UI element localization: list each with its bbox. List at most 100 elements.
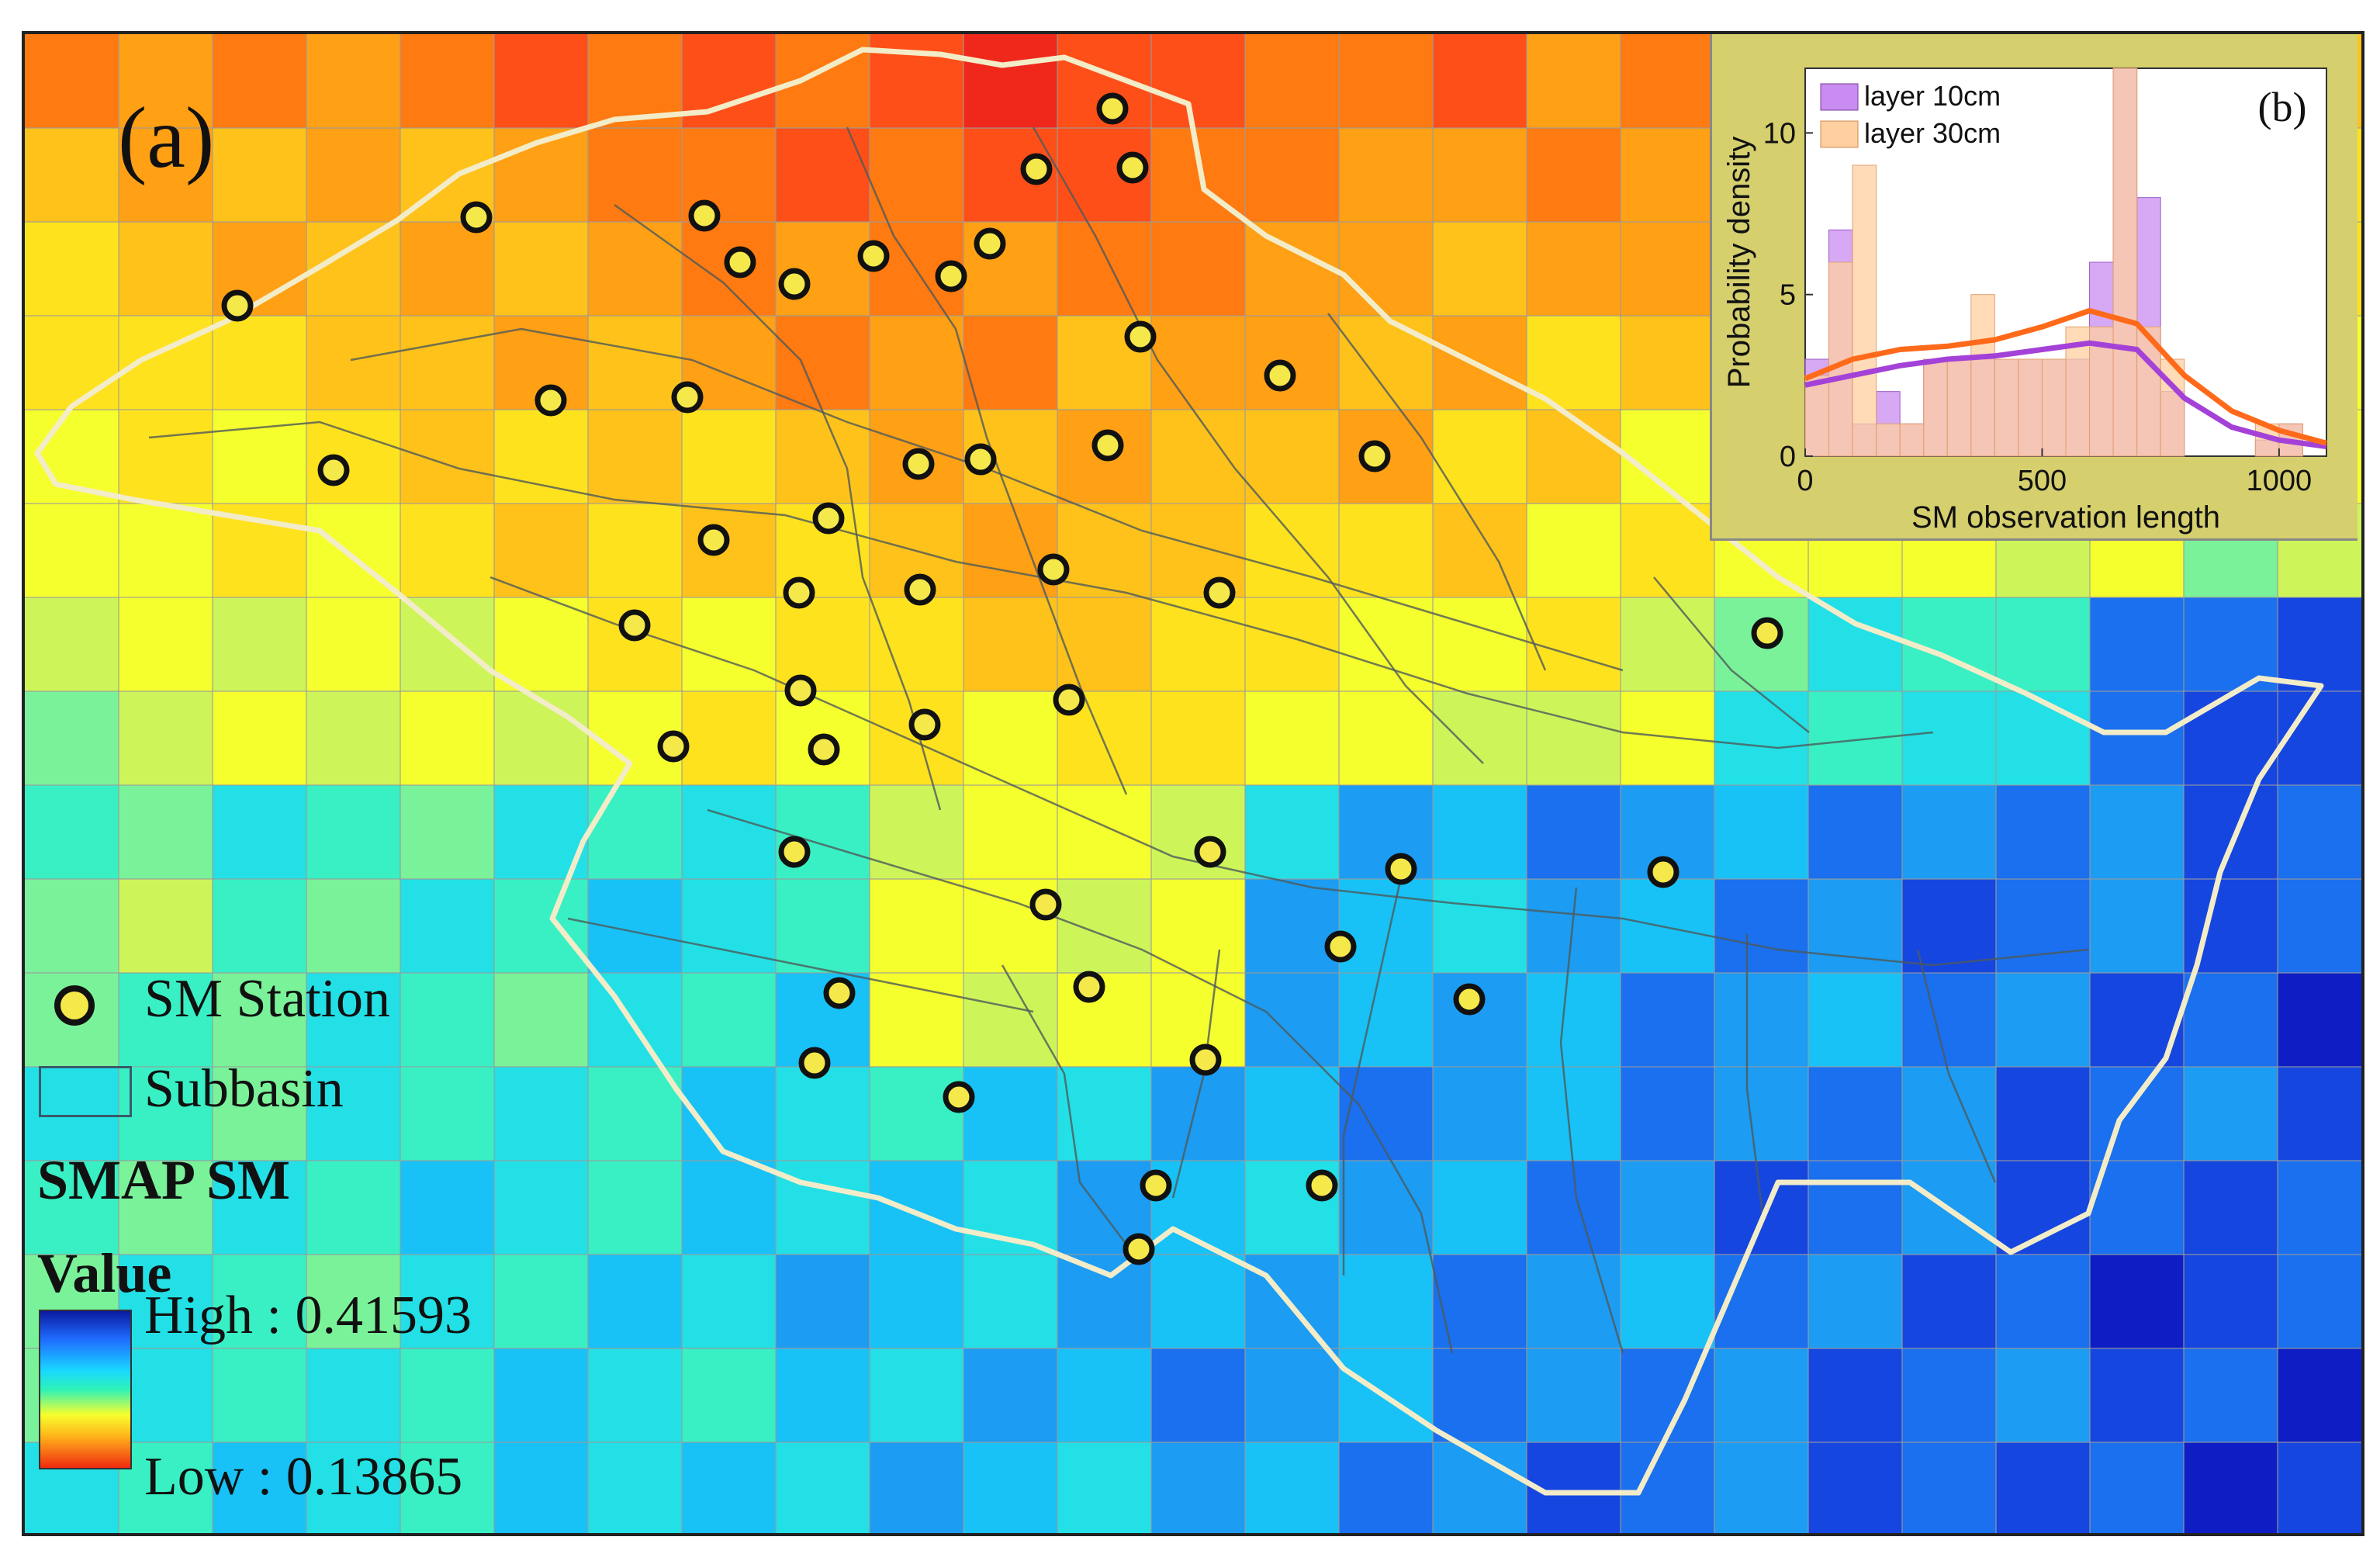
station-marker[interactable] xyxy=(778,836,811,868)
station-marker[interactable] xyxy=(1116,151,1149,184)
station-marker[interactable] xyxy=(221,289,254,322)
raster-cell xyxy=(1057,597,1151,691)
y-tick-label: 10 xyxy=(1763,117,1796,150)
raster-cell xyxy=(1339,785,1433,879)
raster-cell xyxy=(682,597,776,691)
panel-a-label: (a) xyxy=(118,90,215,186)
raster-cell xyxy=(1433,410,1527,504)
raster-cell xyxy=(1996,1442,2090,1533)
raster-cell xyxy=(776,316,870,410)
raster-cell xyxy=(1621,879,1714,973)
raster-cell xyxy=(2090,785,2184,879)
raster-cell xyxy=(1527,879,1621,973)
raster-cell xyxy=(963,597,1057,691)
station-marker[interactable] xyxy=(1453,983,1486,1016)
raster-cell xyxy=(494,1161,588,1255)
raster-cell xyxy=(776,1348,870,1442)
raster-cell xyxy=(2184,1161,2278,1255)
station-marker[interactable] xyxy=(1140,1169,1172,1202)
station-marker[interactable] xyxy=(1124,320,1157,353)
low-value-label: Low : 0.13865 xyxy=(144,1447,463,1507)
station-marker[interactable] xyxy=(697,524,730,556)
raster-cell xyxy=(682,879,776,973)
raster-cell xyxy=(963,973,1057,1067)
station-marker[interactable] xyxy=(1264,359,1296,392)
station-marker[interactable] xyxy=(1203,576,1236,609)
raster-cell xyxy=(1714,1348,1808,1442)
station-marker[interactable] xyxy=(904,573,936,606)
station-marker[interactable] xyxy=(1751,617,1783,649)
raster-cell xyxy=(776,1255,870,1348)
raster-cell xyxy=(963,1442,1057,1533)
raster-cell xyxy=(2090,1161,2184,1255)
raster-cell xyxy=(306,691,400,785)
station-marker[interactable] xyxy=(798,1047,831,1079)
station-marker[interactable] xyxy=(778,268,811,300)
raster-cell xyxy=(588,410,682,504)
raster-cell xyxy=(1339,1255,1433,1348)
station-marker[interactable] xyxy=(1020,153,1053,185)
station-marker[interactable] xyxy=(724,246,756,279)
station-marker[interactable] xyxy=(823,977,856,1009)
raster-cell xyxy=(870,973,963,1067)
station-marker[interactable] xyxy=(1306,1169,1338,1202)
station-marker[interactable] xyxy=(618,609,651,642)
raster-cell xyxy=(2090,879,2184,973)
inset-chart-canvas: 0 500 1000 0 5 10 layer 10cm layer 30cm (b) S… xyxy=(1722,67,2327,535)
subbasin-line xyxy=(707,808,1454,1354)
subbasin-line xyxy=(567,917,1034,1013)
raster-cell xyxy=(1339,879,1433,973)
station-marker[interactable] xyxy=(808,733,840,766)
station-marker[interactable] xyxy=(1189,1043,1222,1076)
y-tick-label: 5 xyxy=(1780,279,1796,312)
station-marker[interactable] xyxy=(902,448,935,480)
station-marker[interactable] xyxy=(1029,888,1062,921)
raster-cell xyxy=(1245,222,1339,316)
station-marker[interactable] xyxy=(1358,440,1391,472)
station-marker[interactable] xyxy=(688,199,721,232)
station-marker[interactable] xyxy=(943,1081,975,1113)
subbasin-line xyxy=(489,576,2089,967)
station-marker[interactable] xyxy=(657,730,690,763)
subbasin-line xyxy=(1342,856,1407,1275)
raster-cell xyxy=(2184,785,2278,879)
raster-cell xyxy=(2278,1348,2361,1442)
station-marker[interactable] xyxy=(812,502,845,535)
station-marker[interactable] xyxy=(964,443,997,476)
raster-cell xyxy=(1433,691,1527,785)
station-marker[interactable] xyxy=(1385,853,1417,885)
histogram-bar xyxy=(1804,375,1830,457)
raster-cell xyxy=(776,879,870,973)
station-marker[interactable] xyxy=(1194,836,1226,868)
station-marker[interactable] xyxy=(671,381,704,414)
raster-cell xyxy=(776,1067,870,1161)
station-marker[interactable] xyxy=(1324,930,1357,963)
raster-cell xyxy=(2278,1067,2361,1161)
station-marker[interactable] xyxy=(1123,1233,1155,1265)
raster-cell xyxy=(119,34,213,128)
station-marker[interactable] xyxy=(935,260,967,292)
raster-cell xyxy=(1808,973,1902,1067)
raster-cell xyxy=(119,128,213,222)
raster-cell xyxy=(1339,34,1433,128)
station-marker[interactable] xyxy=(1647,856,1679,888)
station-marker[interactable] xyxy=(460,201,493,234)
station-marker[interactable] xyxy=(534,384,567,417)
raster-cell xyxy=(213,597,306,691)
station-marker[interactable] xyxy=(784,674,817,707)
station-marker[interactable] xyxy=(857,240,890,272)
station-marker[interactable] xyxy=(1053,684,1085,716)
station-marker[interactable] xyxy=(317,454,350,486)
raster-cell xyxy=(1433,1348,1527,1442)
station-marker[interactable] xyxy=(1096,92,1129,125)
raster-cell xyxy=(494,410,588,504)
station-marker[interactable] xyxy=(783,576,815,609)
station-marker[interactable] xyxy=(1091,429,1124,462)
station-marker[interactable] xyxy=(1073,971,1105,1003)
raster-cell xyxy=(870,785,963,879)
raster-cell xyxy=(588,34,682,128)
station-marker[interactable] xyxy=(908,708,941,741)
station-marker[interactable] xyxy=(974,227,1006,260)
station-marker[interactable] xyxy=(1037,553,1070,586)
raster-cell xyxy=(400,973,494,1067)
